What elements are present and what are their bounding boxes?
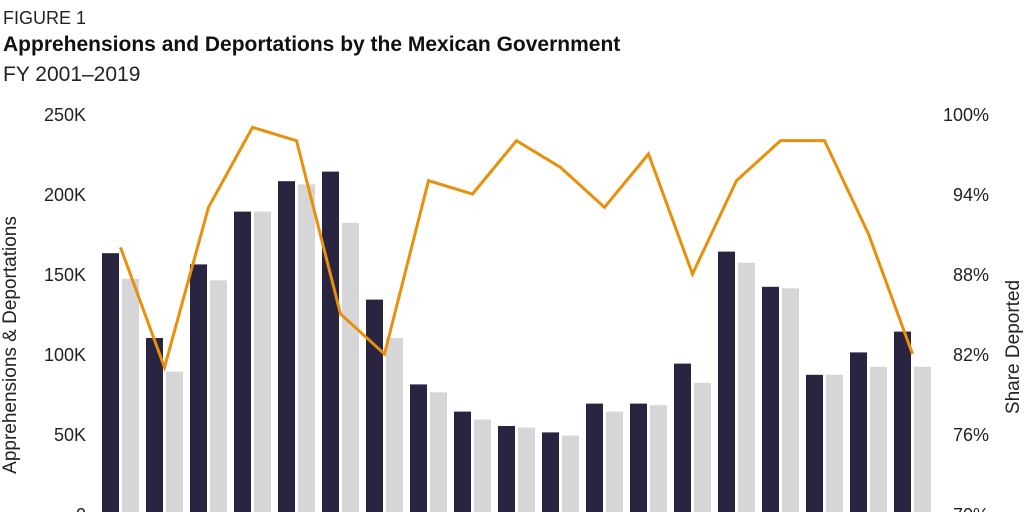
bar-deportations	[826, 374, 843, 512]
bar-deportations	[342, 222, 359, 512]
y-tick-label: 100K	[44, 345, 86, 365]
bar-apprehensions	[674, 363, 691, 512]
y-tick-right-label: 76%	[953, 425, 989, 445]
chart-title: Apprehensions and Deportations by the Me…	[3, 33, 621, 56]
bar-apprehensions	[234, 211, 251, 512]
bar-apprehensions	[718, 251, 735, 512]
bar-apprehensions	[410, 384, 427, 512]
bar-apprehensions	[322, 171, 339, 512]
bar-deportations	[254, 211, 271, 512]
y-tick-right-label: 88%	[953, 265, 989, 285]
y-tick-label: 50K	[54, 425, 86, 445]
bar-apprehensions	[806, 374, 823, 512]
bar-deportations	[474, 419, 491, 512]
y-axis-right-label: Share Deported	[1003, 280, 1024, 414]
bar-apprehensions	[278, 181, 295, 512]
bar-apprehensions	[586, 403, 603, 512]
y-tick-right-label: 94%	[953, 185, 989, 205]
bar-apprehensions	[542, 432, 559, 512]
bar-apprehensions	[630, 403, 647, 512]
y-tick-label: 150K	[44, 265, 86, 285]
y-tick-label: 250K	[44, 105, 86, 125]
bar-deportations	[386, 338, 403, 512]
bar-deportations	[166, 371, 183, 512]
bar-apprehensions	[498, 426, 515, 512]
bar-deportations	[782, 288, 799, 512]
bar-apprehensions	[102, 253, 119, 512]
bar-deportations	[738, 262, 755, 512]
y-tick-right-label: 82%	[953, 345, 989, 365]
bar-deportations	[870, 366, 887, 512]
figure-label: FIGURE 1	[3, 8, 87, 28]
y-tick-label: 0	[76, 505, 86, 512]
bar-deportations	[518, 427, 535, 512]
bar-deportations	[914, 366, 931, 512]
bar-apprehensions	[190, 264, 207, 512]
bar-deportations	[650, 405, 667, 512]
bar-apprehensions	[366, 299, 383, 512]
chart-subtitle: FY 2001–2019	[3, 63, 141, 86]
bar-apprehensions	[454, 411, 471, 512]
bar-deportations	[562, 435, 579, 512]
bar-apprehensions	[762, 286, 779, 512]
y-tick-label: 200K	[44, 185, 86, 205]
y-tick-right-label: 100%	[943, 105, 989, 125]
bar-apprehensions	[146, 338, 163, 512]
bar-apprehensions	[850, 352, 867, 512]
y-axis-label: Apprehensions & Deportations	[0, 216, 21, 474]
bar-deportations	[298, 184, 315, 512]
bar-deportations	[430, 392, 447, 512]
bar-deportations	[122, 278, 139, 512]
bar-deportations	[606, 411, 623, 512]
bar-deportations	[210, 280, 227, 512]
y-tick-right-label: 70%	[953, 505, 989, 512]
bar-apprehensions	[894, 331, 911, 512]
bar-deportations	[694, 382, 711, 512]
